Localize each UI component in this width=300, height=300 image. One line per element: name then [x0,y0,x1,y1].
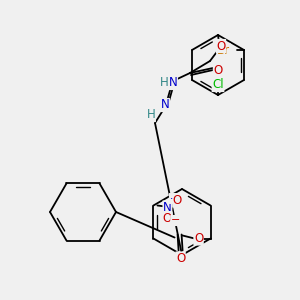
Text: N: N [169,76,177,89]
Text: N: N [163,201,172,214]
Text: O: O [176,252,185,265]
Text: O: O [216,40,226,52]
Text: N: N [160,98,169,112]
Text: H: H [160,76,168,89]
Text: O: O [213,64,223,76]
Text: O: O [163,212,172,225]
Text: H: H [147,109,155,122]
Text: O: O [173,194,182,207]
Text: −: − [171,215,180,226]
Text: +: + [169,194,177,203]
Text: Br: Br [217,44,230,56]
Text: O: O [194,232,203,245]
Text: Cl: Cl [212,79,224,92]
